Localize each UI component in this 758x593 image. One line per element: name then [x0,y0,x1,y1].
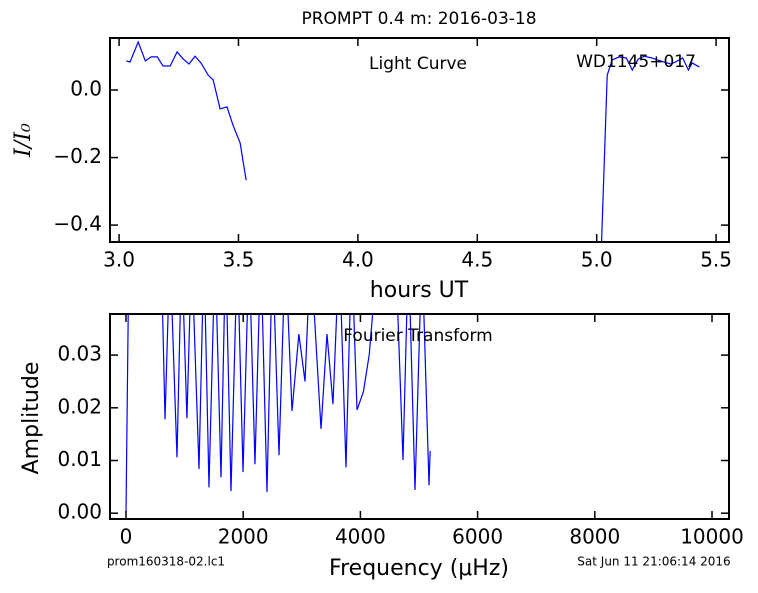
data-line [126,40,700,242]
x-tick-label: 3.0 [103,248,135,272]
y-axis-label: Amplitude [19,362,44,475]
x-tick-label: 3.5 [223,248,255,272]
x-tick-label: 10000 [680,525,744,549]
annotation: Light Curve [369,54,467,74]
x-tick-label: 4.0 [342,248,374,272]
y-tick-label: 0.03 [57,342,102,366]
x-tick-label: 0 [120,525,133,549]
axes-frame [109,37,730,243]
x-tick-label: 2000 [218,525,269,549]
x-axis-label: Frequency (μHz) [329,556,509,581]
footer-timestamp: Sat Jun 11 21:06:14 2016 [577,555,730,569]
y-tick-label: 0.0 [70,77,102,101]
x-tick-label: 5.5 [700,248,732,272]
x-tick-label: 6000 [452,525,503,549]
x-tick-label: 8000 [569,525,620,549]
y-tick-label: 0.00 [57,500,102,524]
y-tick-label: 0.01 [57,447,102,471]
x-tick-label: 5.0 [581,248,613,272]
data-line [125,314,431,514]
y-axis-label: I/I₀ [11,123,36,158]
y-tick-label: −0.2 [53,144,102,168]
annotation: Fourier Transform [343,326,492,346]
footer-file: prom160318-02.lc1 [107,555,225,569]
annotation: WD1145+017 [576,52,696,72]
x-tick-label: 4.5 [461,248,493,272]
axes-frame [109,313,730,520]
x-axis-label: hours UT [370,278,469,303]
x-tick-label: 4000 [335,525,386,549]
chart-title: PROMPT 0.4 m: 2016-03-18 [301,9,536,29]
y-tick-label: 0.02 [57,394,102,418]
y-tick-label: −0.4 [53,212,102,236]
